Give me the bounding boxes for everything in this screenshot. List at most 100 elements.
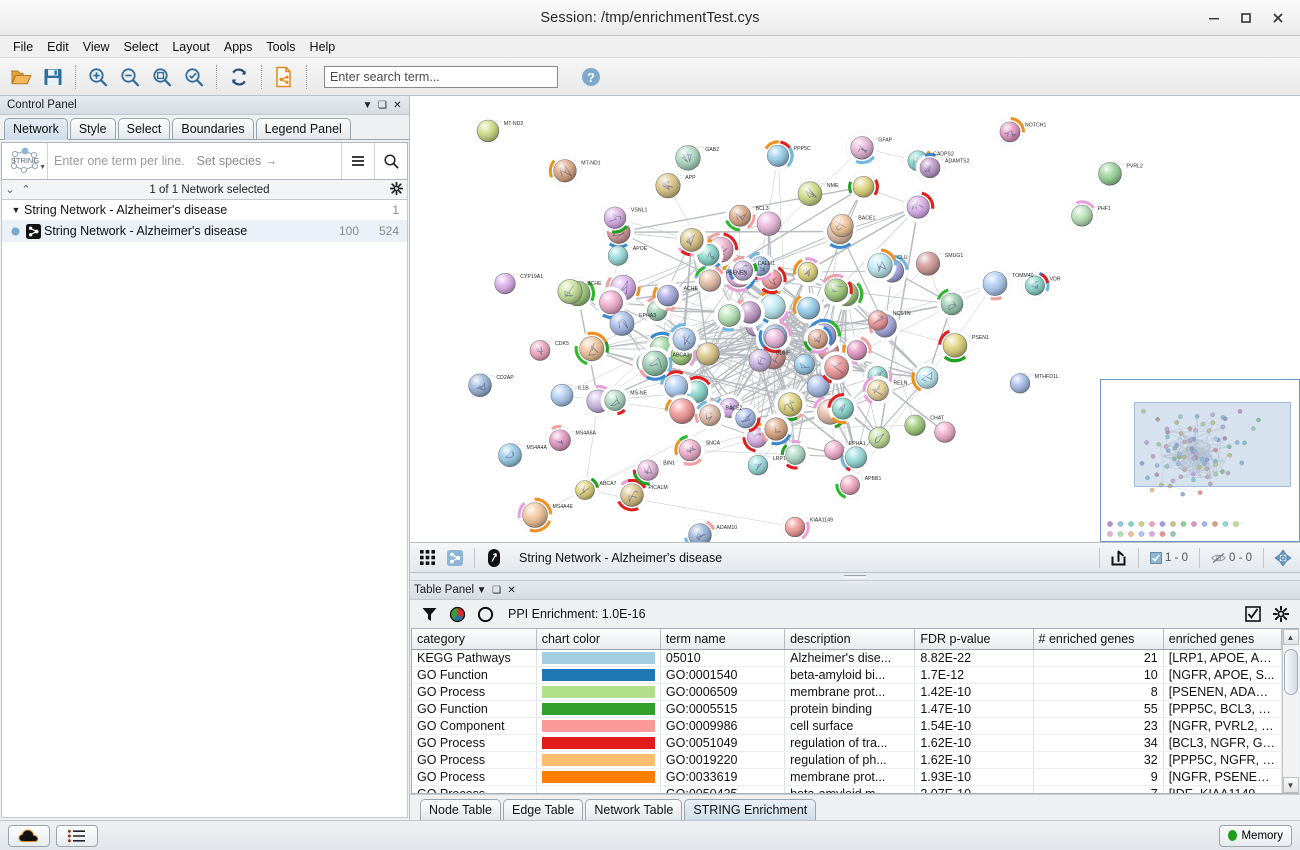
- network-node[interactable]: [911, 362, 943, 393]
- network-node[interactable]: [638, 346, 673, 381]
- zoom-out-icon[interactable]: [115, 62, 145, 92]
- close-panel-icon[interactable]: ✕: [393, 99, 402, 111]
- network-node[interactable]: [1009, 373, 1031, 394]
- network-node[interactable]: [517, 497, 553, 533]
- network-node[interactable]: [803, 324, 833, 354]
- network-node[interactable]: [902, 191, 935, 223]
- network-node[interactable]: [713, 300, 745, 332]
- column-header-fdr-pvalue[interactable]: FDR p-value: [914, 629, 1034, 650]
- network-node[interactable]: [468, 373, 492, 398]
- network-node[interactable]: [594, 286, 628, 319]
- network-canvas[interactable]: MT-ND2 MT-ND1 VSNL1 GAB2 MS4A4A MS4A6A MS4A4E C…: [410, 96, 1300, 543]
- tree-row-network[interactable]: String Network - Alzheimer's disease 100…: [2, 221, 407, 242]
- column-header-description[interactable]: description: [784, 629, 916, 650]
- grid-layout-icon[interactable]: [414, 546, 440, 570]
- menu-tools[interactable]: Tools: [266, 39, 296, 54]
- close-button[interactable]: [1262, 2, 1294, 34]
- hamburger-icon[interactable]: [341, 143, 374, 179]
- network-node[interactable]: [557, 279, 583, 304]
- network-node[interactable]: [830, 214, 854, 238]
- network-node[interactable]: [762, 140, 794, 171]
- enrichment-table-scroll[interactable]: category chart color term name descripti…: [412, 629, 1282, 793]
- zoom-fit-icon[interactable]: [147, 62, 177, 92]
- network-node[interactable]: [978, 267, 1012, 301]
- expand-triangle-icon[interactable]: ▼: [11, 205, 21, 215]
- network-node[interactable]: [748, 349, 772, 372]
- network-node[interactable]: [938, 329, 972, 363]
- table-row[interactable]: GO Process GO:0006509 membrane prot... 1.42…: [412, 683, 1282, 701]
- selected-nodes-counter[interactable]: 1 - 0: [1145, 551, 1193, 564]
- menu-layout[interactable]: Layout: [172, 39, 210, 54]
- set-species-link[interactable]: Set species →: [196, 154, 278, 168]
- panel-splitter[interactable]: [410, 573, 1300, 581]
- table-row[interactable]: GO Process GO:0051049 regulation of tra...…: [412, 734, 1282, 752]
- menu-view[interactable]: View: [82, 39, 110, 54]
- network-node[interactable]: [675, 224, 708, 257]
- column-header-enriched-genes[interactable]: enriched genes: [1163, 629, 1282, 650]
- network-node[interactable]: [498, 443, 522, 467]
- minimize-button[interactable]: [1198, 2, 1230, 34]
- network-node[interactable]: [780, 440, 810, 470]
- network-node[interactable]: [793, 257, 823, 287]
- save-icon[interactable]: [38, 62, 68, 92]
- scroll-up-arrow-icon[interactable]: ▲: [1282, 629, 1299, 645]
- pie-chart-icon[interactable]: [446, 603, 468, 625]
- hidden-nodes-counter[interactable]: 0 - 0: [1206, 552, 1257, 564]
- network-node[interactable]: [824, 440, 844, 461]
- scrollbar-track[interactable]: [1282, 645, 1299, 777]
- list-icon[interactable]: [56, 824, 98, 847]
- network-node[interactable]: [696, 342, 720, 366]
- export-network-icon[interactable]: [269, 62, 299, 92]
- network-node[interactable]: [660, 370, 693, 403]
- network-node[interactable]: [607, 245, 629, 266]
- string-logo-icon[interactable]: STRING ▼: [2, 143, 48, 179]
- network-node[interactable]: [934, 421, 956, 443]
- enrichment-grid[interactable]: category chart color term name descripti…: [411, 628, 1299, 794]
- table-row[interactable]: GO Component GO:0009986 cell surface 1.54E-…: [412, 717, 1282, 735]
- network-node[interactable]: [840, 442, 872, 473]
- column-header-term-name[interactable]: term name: [660, 629, 786, 650]
- network-node[interactable]: [574, 331, 609, 366]
- network-node[interactable]: [827, 393, 859, 425]
- network-node[interactable]: [747, 455, 769, 476]
- network-node[interactable]: [846, 132, 878, 165]
- settings-gear-icon[interactable]: [385, 181, 407, 198]
- network-node[interactable]: [995, 117, 1025, 147]
- network-node[interactable]: [550, 384, 574, 407]
- network-node[interactable]: [1020, 271, 1050, 300]
- memory-button[interactable]: Memory: [1219, 824, 1292, 847]
- network-node[interactable]: [863, 248, 898, 283]
- network-node[interactable]: [728, 255, 758, 285]
- network-node[interactable]: [724, 200, 756, 232]
- network-node[interactable]: [760, 413, 792, 446]
- network-node[interactable]: [668, 323, 700, 355]
- network-node[interactable]: [915, 251, 941, 276]
- network-node[interactable]: [793, 354, 815, 375]
- network-node[interactable]: [476, 119, 500, 143]
- network-node[interactable]: [868, 427, 890, 449]
- network-node[interactable]: [936, 288, 968, 320]
- string-style-icon[interactable]: [481, 546, 507, 570]
- tab-edge-table[interactable]: Edge Table: [503, 799, 584, 820]
- table-vertical-scrollbar[interactable]: ▲ ▼: [1282, 629, 1299, 793]
- network-node[interactable]: [1098, 162, 1122, 186]
- menu-edit[interactable]: Edit: [47, 39, 69, 54]
- birds-eye-viewport[interactable]: [1134, 402, 1291, 487]
- network-node[interactable]: [674, 434, 706, 466]
- string-dropdown-icon[interactable]: ▼: [39, 164, 46, 171]
- network-node[interactable]: [773, 388, 807, 422]
- string-query-input[interactable]: Enter one term per line. Set species →: [48, 143, 341, 179]
- network-node[interactable]: [780, 512, 810, 542]
- float-panel-icon[interactable]: ❏: [378, 99, 387, 111]
- column-header-enriched-count[interactable]: # enriched genes: [1033, 629, 1164, 650]
- select-all-icon[interactable]: [1242, 603, 1264, 625]
- network-node[interactable]: [820, 273, 853, 307]
- network-node[interactable]: [731, 403, 761, 433]
- settings-gear-icon[interactable]: [1270, 603, 1292, 625]
- network-node[interactable]: [734, 297, 766, 328]
- birds-eye-view[interactable]: [1100, 379, 1300, 542]
- table-row[interactable]: GO Function GO:0001540 beta-amyloid bi... 1…: [412, 666, 1282, 684]
- network-node[interactable]: [494, 273, 516, 295]
- table-row[interactable]: GO Process GO:0019220 regulation of ph... 1…: [412, 751, 1282, 769]
- network-node[interactable]: [820, 351, 854, 385]
